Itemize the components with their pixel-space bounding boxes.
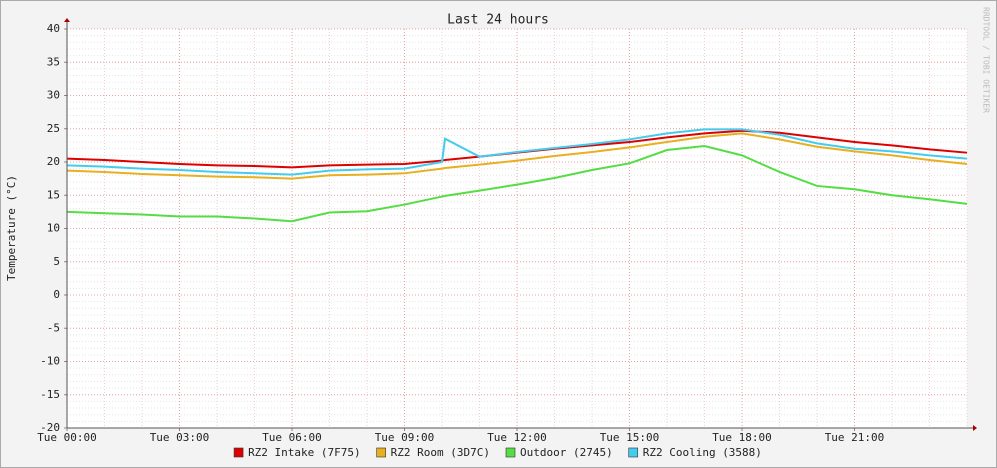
x-tick-label: Tue 21:00 xyxy=(825,431,885,444)
legend-label: Outdoor (2745) xyxy=(520,446,613,459)
y-tick-label: 0 xyxy=(53,288,60,301)
legend-label: RZ2 Cooling (3588) xyxy=(643,446,762,459)
y-tick-label: -5 xyxy=(47,321,60,334)
y-tick-label: 20 xyxy=(47,155,60,168)
y-tick-label: 10 xyxy=(47,222,60,235)
axis-arrow xyxy=(973,425,977,431)
legend-label: RZ2 Room (3D7C) xyxy=(391,446,490,459)
legend-label: RZ2 Intake (7F75) xyxy=(248,446,361,459)
legend-swatch xyxy=(376,447,386,458)
x-tick-label: Tue 03:00 xyxy=(150,431,210,444)
legend-swatch xyxy=(505,447,516,458)
legend-swatch xyxy=(628,447,639,458)
watermark: RRDTOOL / TOBI OETIKER xyxy=(982,7,991,113)
y-tick-label: 30 xyxy=(47,89,60,102)
series-line xyxy=(66,145,968,223)
series-line xyxy=(66,128,968,176)
lines xyxy=(66,128,968,223)
y-tick-label: 5 xyxy=(53,255,60,268)
y-tick-label: 35 xyxy=(47,55,60,68)
y-tick-label: 40 xyxy=(47,22,60,35)
x-tick-label: Tue 18:00 xyxy=(712,431,772,444)
y-tick-label: -10 xyxy=(40,355,60,368)
x-tick-label: Tue 09:00 xyxy=(375,431,435,444)
axis-arrow xyxy=(64,18,70,22)
y-tick-label: 15 xyxy=(47,188,60,201)
grid xyxy=(66,28,968,429)
series-line xyxy=(66,132,968,180)
y-tick-label: -15 xyxy=(40,388,60,401)
x-tick-label: Tue 15:00 xyxy=(600,431,660,444)
legend-swatch xyxy=(233,447,244,458)
y-tick-label: 25 xyxy=(47,122,60,135)
y-axis-label: Temperature (°C) xyxy=(5,175,18,281)
x-tick-label: Tue 00:00 xyxy=(37,431,97,444)
x-tick-label: Tue 06:00 xyxy=(262,431,322,444)
y-tick-label: -20 xyxy=(40,421,60,434)
chart-title: Last 24 hours xyxy=(447,13,549,28)
x-tick-label: Tue 12:00 xyxy=(487,431,547,444)
